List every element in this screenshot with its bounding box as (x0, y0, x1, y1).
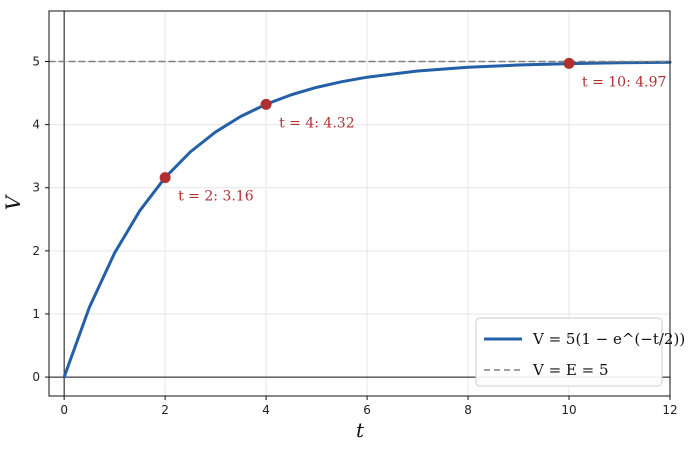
plot-frame (48, 10, 671, 397)
legend-label-curve: V = 5(1 − e^(−t/2)) (532, 330, 685, 348)
series-layer (48, 60, 672, 379)
data-point (159, 172, 171, 184)
x-tick-label: 2 (161, 403, 169, 417)
x-tick-label: 8 (464, 403, 472, 417)
y-tick-label: 5 (32, 54, 40, 68)
x-tick-label: 6 (363, 403, 371, 417)
point-annotation: t = 4: 4.32 (279, 115, 355, 131)
y-tick-label: 4 (32, 118, 40, 132)
x-tick-label: 0 (60, 403, 68, 417)
x-axis-label: t (356, 418, 365, 442)
x-tick-label: 12 (662, 403, 677, 417)
y-axis-label: V (1, 193, 25, 210)
points-layer: t = 2: 3.16 t = 4: 4.32 t = 10: 4.97 (159, 57, 666, 205)
series-line-charging-curve (62, 60, 672, 379)
data-point (563, 57, 575, 69)
y-tick-label: 0 (32, 370, 40, 384)
y-tick-label: 1 (32, 307, 40, 321)
y-tick-label: 2 (32, 244, 40, 258)
point-annotation: t = 10: 4.97 (582, 74, 666, 90)
data-point (260, 98, 272, 110)
legend-box (475, 317, 663, 387)
point-annotation: t = 2: 3.16 (178, 189, 254, 205)
x-tick-label: 10 (561, 403, 576, 417)
y-tick-label: 3 (32, 181, 40, 195)
legend-label-asymptote: V = E = 5 (532, 361, 609, 379)
x-tick-label: 4 (262, 403, 270, 417)
legend: V = 5(1 − e^(−t/2)) V = E = 5 (475, 317, 685, 387)
